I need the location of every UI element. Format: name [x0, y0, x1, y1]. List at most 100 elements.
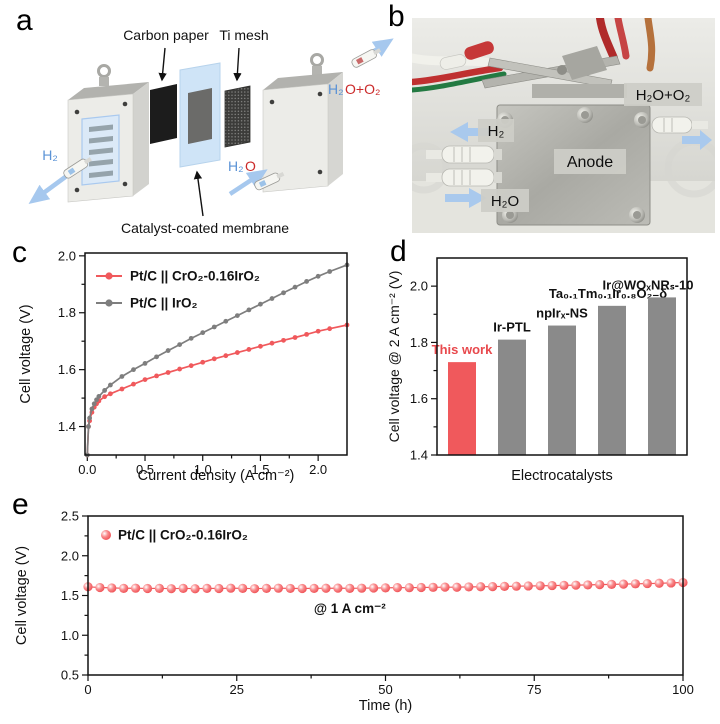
data-point	[269, 340, 275, 346]
plot-frame	[87, 515, 684, 676]
y-axis-label: Cell voltage @ 2 A cm⁻² (V)	[386, 271, 402, 443]
data-point	[309, 583, 319, 593]
bar-label-1: Ir-PTL	[493, 320, 531, 335]
data-point	[154, 583, 164, 593]
svg-text:0: 0	[84, 682, 91, 697]
data-point	[281, 290, 286, 296]
data-point	[499, 581, 510, 591]
electrical-clamp	[412, 18, 656, 98]
x-axis-label: Electrocatalysts	[511, 468, 613, 484]
y-axis-label: Cell voltage (V)	[14, 546, 30, 645]
data-point	[327, 269, 333, 274]
chart-annotation: @ 1 A cm⁻²	[314, 601, 386, 616]
bar-3	[598, 305, 626, 455]
bar-label-3: Ta₀.₁Tm₀.₁Ir₀.₈O₂₋δ	[549, 286, 667, 301]
bar-label-0: This work	[432, 342, 493, 357]
data-point	[321, 583, 331, 593]
data-point	[234, 350, 240, 355]
data-point	[102, 388, 108, 393]
data-point	[142, 360, 148, 366]
annotation-arrows	[158, 47, 242, 217]
data-point	[642, 578, 652, 589]
svg-text:0.5: 0.5	[136, 462, 154, 477]
data-point	[131, 583, 141, 593]
svg-text:1.6: 1.6	[58, 362, 76, 377]
data-point	[392, 583, 402, 593]
data-point	[119, 386, 125, 392]
svg-text:2.0: 2.0	[58, 248, 76, 263]
axis-ticks	[431, 285, 437, 456]
data-point	[166, 584, 176, 594]
data-point	[523, 581, 533, 591]
data-point	[246, 307, 252, 313]
photo-labels: H₂O+O₂ H₂ Anode H₂O	[478, 83, 702, 212]
svg-text:0.5: 0.5	[61, 668, 79, 683]
catalyst-coated-membrane	[179, 62, 221, 168]
h2o-inlet-label: H₂O	[491, 193, 519, 210]
data-point	[211, 324, 217, 330]
data-point	[440, 582, 450, 592]
data-point	[292, 335, 298, 340]
data-point	[94, 397, 99, 403]
chart-c-content: 0.0 0.5 1.0 1.5 2.0 1.4 1.6 1.8 2.0 Pt/C || CrO₂-…	[18, 248, 350, 484]
data-point	[154, 373, 159, 379]
data-point	[333, 583, 343, 593]
data-point	[86, 424, 91, 429]
outlet-fitting	[651, 116, 708, 134]
data-point	[273, 583, 283, 593]
panel-a-letter: a	[16, 4, 33, 37]
legend: Pt/C || CrO₂-0.16IrO₂	[101, 528, 248, 543]
bar-4	[648, 297, 676, 455]
svg-text:1.4: 1.4	[410, 448, 428, 463]
bar-2	[548, 325, 576, 455]
ti-mesh-label: Ti mesh	[219, 27, 268, 43]
svg-text:75: 75	[527, 682, 541, 697]
svg-text:1.0: 1.0	[61, 628, 79, 643]
data-point	[234, 313, 240, 318]
h2-outlet-label: H₂	[488, 123, 505, 140]
data-point	[131, 367, 136, 373]
h2o-label-h2: H₂	[228, 158, 244, 174]
x-axis-label: Time (h)	[359, 698, 412, 714]
outlet-label-h2: H₂	[328, 81, 344, 97]
h2o-o2-outlet: H₂ O+O₂	[328, 38, 394, 97]
stability-chart: 0 25 50 75 100 0.5 1.0 1.5 2.0 2.5 Pt/C || CrO₂-0.…	[14, 509, 694, 715]
data-point	[416, 582, 426, 593]
series-0	[83, 577, 688, 594]
data-point	[177, 342, 183, 348]
data-point	[91, 401, 97, 407]
bar-0	[448, 362, 476, 455]
data-point	[142, 377, 148, 383]
y-axis-label: Cell voltage (V)	[18, 304, 34, 403]
h2-label: H₂	[42, 147, 58, 163]
legend-label-0: Pt/C || CrO₂-0.16IrO₂	[130, 269, 260, 284]
data-point	[226, 583, 236, 593]
chart-e-content: 0 25 50 75 100 0.5 1.0 1.5 2.0 2.5 Pt/C || CrO₂-0.…	[14, 509, 694, 715]
data-point	[250, 584, 260, 594]
panel-e-letter: e	[12, 488, 29, 521]
svg-text:1.5: 1.5	[251, 462, 269, 477]
data-point	[214, 583, 224, 594]
data-point	[95, 582, 105, 593]
data-point	[202, 583, 212, 593]
data-point	[119, 374, 125, 379]
data-point	[285, 583, 295, 594]
svg-text:1.4: 1.4	[58, 419, 76, 434]
data-point	[177, 366, 183, 372]
data-point	[223, 353, 229, 359]
data-point	[258, 343, 263, 349]
data-point	[488, 581, 498, 592]
plot-frame	[84, 252, 348, 456]
h2-outlet: H₂	[28, 147, 92, 204]
axis-tick-labels: 0.0 0.5 1.0 1.5 2.0 1.4 1.6 1.8 2.0	[58, 248, 327, 477]
data-point	[269, 296, 275, 301]
data-point	[190, 584, 200, 594]
data-point	[464, 582, 474, 592]
svg-text:0.0: 0.0	[78, 462, 96, 477]
svg-text:2.5: 2.5	[61, 509, 79, 524]
data-point	[583, 580, 593, 590]
data-point	[292, 284, 298, 290]
data-point	[452, 582, 462, 592]
flow-field-slots	[89, 124, 113, 178]
